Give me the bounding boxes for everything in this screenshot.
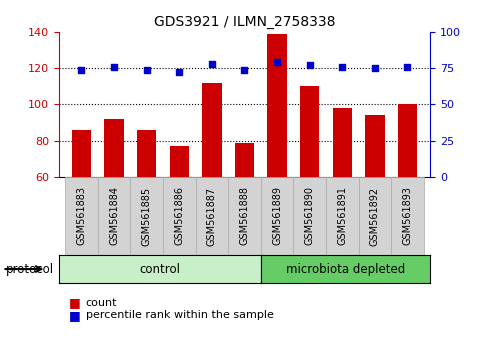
Point (78, 67, 85, 73)
Text: GSM561893: GSM561893 (402, 187, 412, 245)
Bar (332, 108, 351, 177)
Bar (130, 177, 163, 255)
Point (305, 62, 313, 68)
Text: GSM561892: GSM561892 (369, 186, 379, 246)
Bar (65, 177, 98, 255)
Point (175, 70, 183, 75)
Text: ■: ■ (68, 296, 80, 309)
Point (338, 64, 346, 69)
Bar (365, 115, 384, 177)
Point (110, 64, 118, 69)
Bar (72, 130, 91, 177)
Bar (299, 86, 319, 177)
Text: GSM561886: GSM561886 (174, 187, 184, 245)
Text: GSM561890: GSM561890 (304, 187, 314, 245)
Bar (98, 177, 130, 255)
Bar (358, 177, 390, 255)
Bar (169, 146, 189, 177)
Bar (195, 177, 228, 255)
Bar (267, 34, 286, 177)
Text: GSM561885: GSM561885 (142, 186, 151, 246)
Text: count: count (85, 298, 117, 308)
Point (240, 67, 248, 73)
Bar (260, 177, 293, 255)
Text: GSM561888: GSM561888 (239, 187, 249, 245)
Text: GSM561883: GSM561883 (76, 187, 86, 245)
Bar (104, 119, 123, 177)
Bar (202, 82, 221, 177)
Bar (293, 177, 325, 255)
Text: control: control (139, 263, 180, 275)
Text: GSM561887: GSM561887 (206, 186, 217, 246)
Text: GSM561884: GSM561884 (109, 187, 119, 245)
Point (142, 67, 150, 73)
Bar (234, 143, 254, 177)
Text: percentile rank within the sample: percentile rank within the sample (85, 310, 273, 320)
Bar (397, 104, 416, 177)
Point (370, 65, 378, 71)
Bar (228, 177, 260, 255)
Point (403, 64, 410, 69)
Point (207, 61, 215, 67)
Text: GSM561891: GSM561891 (337, 187, 346, 245)
Title: GDS3921 / ILMN_2758338: GDS3921 / ILMN_2758338 (153, 16, 335, 29)
Bar (137, 130, 156, 177)
Bar (163, 177, 195, 255)
Bar (390, 177, 423, 255)
Text: GSM561889: GSM561889 (271, 187, 282, 245)
Text: ■: ■ (68, 309, 80, 321)
Point (273, 59, 281, 65)
Bar (325, 177, 358, 255)
Text: microbiota depleted: microbiota depleted (285, 263, 405, 275)
Text: protocol: protocol (6, 263, 54, 275)
